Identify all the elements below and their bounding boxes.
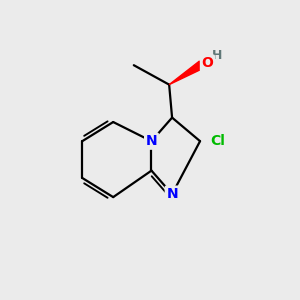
Text: H: H xyxy=(212,49,222,62)
Text: Cl: Cl xyxy=(210,134,225,148)
Text: N: N xyxy=(166,187,178,201)
Text: N: N xyxy=(146,134,157,148)
Polygon shape xyxy=(169,61,204,85)
Text: O: O xyxy=(202,56,213,70)
